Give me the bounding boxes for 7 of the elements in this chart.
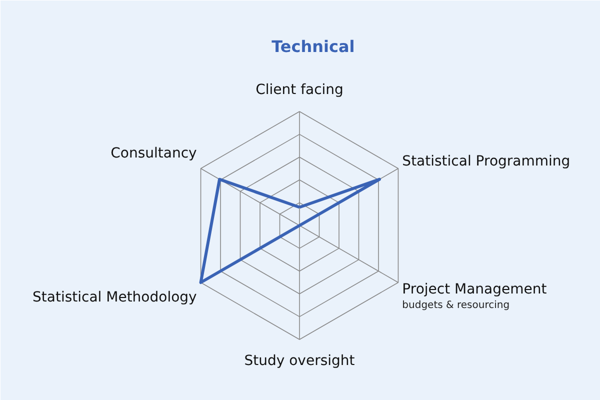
spoke-label: Statistical Methodology xyxy=(32,289,197,306)
spoke-label: Client facing xyxy=(256,82,344,98)
chart-title: Technical xyxy=(272,37,355,56)
spoke-label: Consultancy xyxy=(110,146,197,162)
spoke-label: Study oversight xyxy=(244,353,356,370)
spoke-label: Project Management budgets & resourcing xyxy=(402,281,548,311)
spoke-label: Statistical Programming xyxy=(402,154,570,170)
